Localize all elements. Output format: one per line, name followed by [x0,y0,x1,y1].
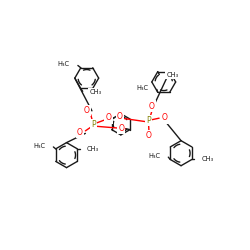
Text: O: O [118,124,124,133]
Text: O: O [84,106,89,115]
Text: CH₃: CH₃ [166,72,179,78]
Text: H₃C: H₃C [33,143,45,149]
Text: CH₃: CH₃ [87,146,99,152]
Text: CH₃: CH₃ [90,89,102,95]
Text: CH₃: CH₃ [202,156,214,162]
Text: P: P [91,120,96,129]
Text: O: O [149,102,155,110]
Text: O: O [146,131,152,140]
Text: O: O [77,128,83,137]
Text: O: O [117,112,123,121]
Text: O: O [162,114,168,122]
Text: H₃C: H₃C [58,61,70,67]
Text: H₃C: H₃C [148,153,160,159]
Text: P: P [146,116,151,125]
Text: H₃C: H₃C [136,86,149,91]
Text: O: O [106,114,112,122]
